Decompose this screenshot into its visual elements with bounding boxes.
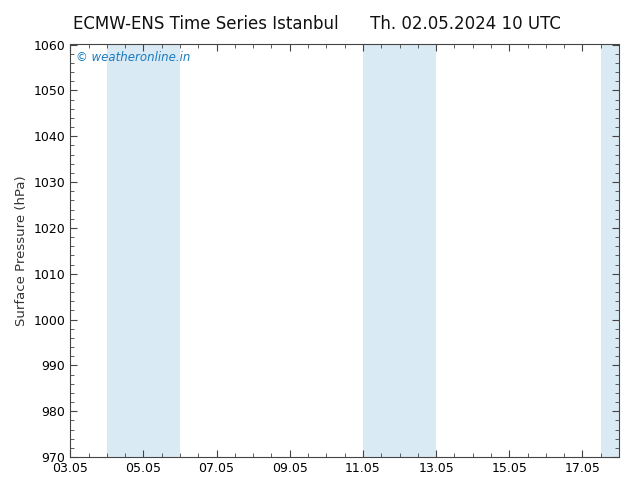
Text: ECMW-ENS Time Series Istanbul      Th. 02.05.2024 10 UTC: ECMW-ENS Time Series Istanbul Th. 02.05.… bbox=[73, 15, 561, 33]
Y-axis label: Surface Pressure (hPa): Surface Pressure (hPa) bbox=[15, 175, 28, 326]
Bar bbox=[107, 45, 180, 457]
Bar bbox=[600, 45, 619, 457]
Text: © weatheronline.in: © weatheronline.in bbox=[76, 50, 190, 64]
Bar bbox=[363, 45, 436, 457]
